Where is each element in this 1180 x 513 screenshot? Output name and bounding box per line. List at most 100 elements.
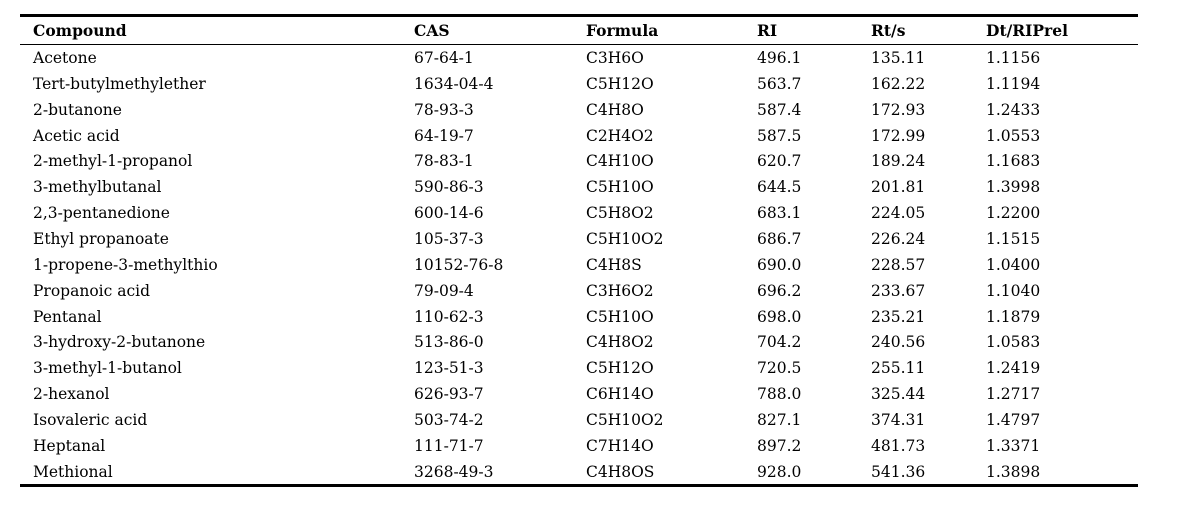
cell-formula: C4H8S — [586, 255, 642, 274]
table-header-rule — [20, 44, 1138, 45]
cell-ri: 563.7 — [757, 74, 802, 93]
cell-compound: 3-hydroxy-2-butanone — [33, 333, 206, 352]
cell-rt: 233.67 — [871, 281, 926, 300]
cell-ri: 788.0 — [757, 385, 802, 404]
cell-dt-riprel: 1.1194 — [986, 74, 1041, 93]
cell-dt-riprel: 1.0400 — [986, 255, 1041, 274]
table-row: Propanoic acid 79-09-4 C3H6O2 696.2 233.67 1.… — [0, 278, 1180, 304]
cell-rt: 135.11 — [871, 49, 926, 67]
cell-cas: 600-14-6 — [414, 204, 484, 223]
cell-rt: 172.93 — [871, 100, 926, 119]
cell-rt: 201.81 — [871, 178, 926, 197]
table-bottom-rule — [20, 484, 1138, 487]
cell-formula: C6H14O — [586, 385, 654, 404]
cell-rt: 228.57 — [871, 255, 926, 274]
table-row: Tert-butylmethylether 1634-04-4 C5H12O 563.… — [0, 71, 1180, 97]
cell-compound: Methional — [33, 462, 113, 481]
cell-rt: 224.05 — [871, 204, 926, 223]
table-row: 3-methylbutanal 590-86-3 C5H10O 644.5 201.81… — [0, 174, 1180, 200]
cell-formula: C4H8OS — [586, 462, 655, 481]
table-row: Isovaleric acid 503-74-2 C5H10O2 827.1 374.3… — [0, 407, 1180, 433]
cell-dt-riprel: 1.0583 — [986, 333, 1041, 352]
cell-formula: C3H6O2 — [586, 281, 654, 300]
cell-compound: 2,3-pentanedione — [33, 204, 170, 223]
cell-compound: Ethyl propanoate — [33, 229, 169, 248]
cell-formula: C5H10O — [586, 307, 654, 326]
cell-formula: C5H12O — [586, 359, 654, 378]
cell-rt: 162.22 — [871, 74, 926, 93]
cell-compound: Propanoic acid — [33, 281, 151, 300]
cell-formula: C2H4O2 — [586, 126, 654, 145]
cell-dt-riprel: 1.0553 — [986, 126, 1041, 145]
cell-ri: 587.4 — [757, 100, 802, 119]
cell-ri: 704.2 — [757, 333, 802, 352]
cell-compound: Isovaleric acid — [33, 410, 148, 429]
table-row: Acetic acid 64-19-7 C2H4O2 587.5 172.99 1.055… — [0, 123, 1180, 149]
table-row: 3-methyl-1-butanol 123-51-3 C5H12O 720.5 255… — [0, 355, 1180, 381]
cell-formula: C5H10O — [586, 178, 654, 197]
cell-rt: 374.31 — [871, 410, 926, 429]
cell-compound: 2-butanone — [33, 100, 122, 119]
header-cas: CAS — [414, 21, 450, 40]
cell-ri: 620.7 — [757, 152, 802, 171]
cell-rt: 235.21 — [871, 307, 926, 326]
header-formula: Formula — [586, 21, 659, 40]
cell-dt-riprel: 1.3371 — [986, 436, 1041, 455]
cell-ri: 644.5 — [757, 178, 802, 197]
cell-dt-riprel: 1.1515 — [986, 229, 1041, 248]
cell-ri: 928.0 — [757, 462, 802, 481]
cell-compound: 3-methyl-1-butanol — [33, 359, 182, 378]
cell-rt: 325.44 — [871, 385, 926, 404]
cell-ri: 683.1 — [757, 204, 802, 223]
cell-ri: 897.2 — [757, 436, 802, 455]
cell-formula: C4H8O — [586, 100, 644, 119]
table-header-row: Compound CAS Formula RI Rt/s Dt/RIPrel — [0, 18, 1180, 44]
cell-rt: 255.11 — [871, 359, 926, 378]
table-row: 3-hydroxy-2-butanone 513-86-0 C4H8O2 704.2 2… — [0, 329, 1180, 355]
cell-dt-riprel: 1.2433 — [986, 100, 1041, 119]
table-row: Heptanal 111-71-7 C7H14O 897.2 481.73 1.3371 — [0, 433, 1180, 459]
cell-compound: 2-hexanol — [33, 385, 110, 404]
cell-cas: 78-83-1 — [414, 152, 474, 171]
cell-cas: 513-86-0 — [414, 333, 484, 352]
cell-cas: 3268-49-3 — [414, 462, 494, 481]
cell-dt-riprel: 1.2419 — [986, 359, 1041, 378]
cell-cas: 590-86-3 — [414, 178, 484, 197]
table-row: 1-propene-3-methylthio 10152-76-8 C4H8S 690… — [0, 252, 1180, 278]
cell-compound: Pentanal — [33, 307, 102, 326]
table-row: 2-butanone 78-93-3 C4H8O 587.4 172.93 1.2433 — [0, 97, 1180, 123]
cell-dt-riprel: 1.1040 — [986, 281, 1041, 300]
cell-ri: 696.2 — [757, 281, 802, 300]
table-row: Ethyl propanoate 105-37-3 C5H10O2 686.7 226.… — [0, 226, 1180, 252]
cell-ri: 690.0 — [757, 255, 802, 274]
cell-compound: Heptanal — [33, 436, 106, 455]
cell-rt: 189.24 — [871, 152, 926, 171]
table-row: 2-methyl-1-propanol 78-83-1 C4H10O 620.7 189… — [0, 148, 1180, 174]
table-row: Methional 3268-49-3 C4H8OS 928.0 541.36 1.389… — [0, 459, 1180, 485]
cell-compound: 3-methylbutanal — [33, 178, 162, 197]
cell-dt-riprel: 1.1879 — [986, 307, 1041, 326]
cell-ri: 496.1 — [757, 49, 802, 67]
cell-formula: C4H10O — [586, 152, 654, 171]
cell-compound: Acetone — [33, 49, 97, 67]
header-rt: Rt/s — [871, 21, 906, 40]
cell-cas: 64-19-7 — [414, 126, 474, 145]
cell-formula: C4H8O2 — [586, 333, 654, 352]
cell-cas: 123-51-3 — [414, 359, 484, 378]
cell-ri: 720.5 — [757, 359, 802, 378]
cell-cas: 1634-04-4 — [414, 74, 494, 93]
cell-dt-riprel: 1.2200 — [986, 204, 1041, 223]
table-top-rule — [20, 14, 1138, 17]
cell-rt: 240.56 — [871, 333, 926, 352]
cell-cas: 111-71-7 — [414, 436, 484, 455]
table-row: 2-hexanol 626-93-7 C6H14O 788.0 325.44 1.2717 — [0, 381, 1180, 407]
cell-formula: C5H8O2 — [586, 204, 654, 223]
cell-dt-riprel: 1.3998 — [986, 178, 1041, 197]
cell-cas: 626-93-7 — [414, 385, 484, 404]
cell-formula: C5H10O2 — [586, 229, 664, 248]
header-dt-riprel: Dt/RIPrel — [986, 21, 1068, 40]
cell-cas: 105-37-3 — [414, 229, 484, 248]
cell-dt-riprel: 1.1156 — [986, 49, 1041, 67]
cell-rt: 481.73 — [871, 436, 926, 455]
cell-compound: Tert-butylmethylether — [33, 74, 206, 93]
